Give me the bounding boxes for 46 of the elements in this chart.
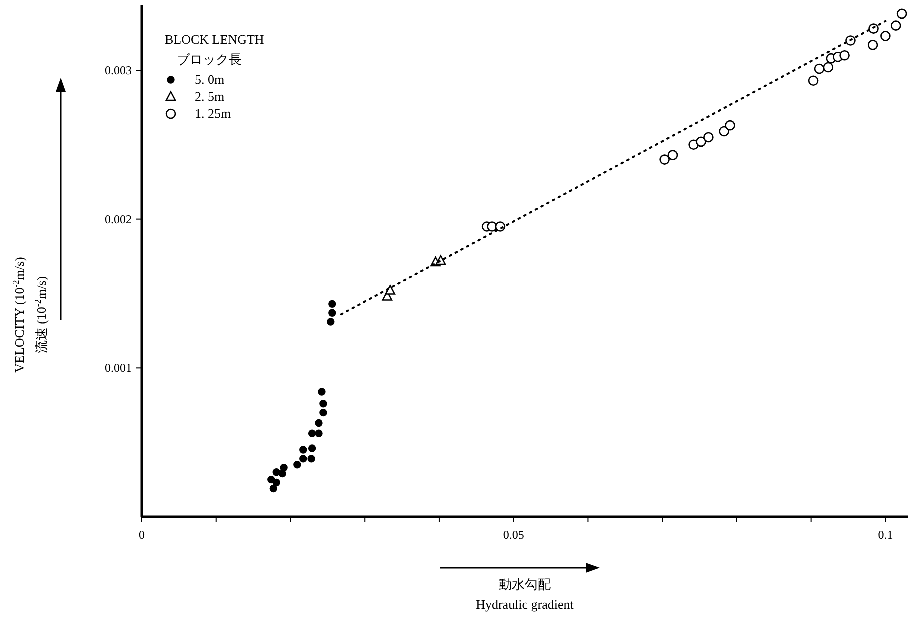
x-tick-label: 0.1 — [878, 528, 894, 542]
point — [320, 400, 328, 408]
y-tick-label: 0.002 — [105, 212, 132, 226]
x-tick-label: 0.05 — [503, 528, 524, 542]
point — [725, 120, 736, 131]
point — [270, 484, 278, 493]
point — [868, 40, 878, 50]
point — [308, 430, 316, 438]
x-axis-title: 動水勾配 Hydraulic gradient — [476, 577, 574, 612]
point — [300, 446, 308, 454]
point — [318, 388, 326, 396]
point — [308, 455, 316, 463]
point — [315, 419, 323, 428]
y-tick-label: 0.001 — [105, 361, 132, 376]
legend-label: 2. 5m — [195, 89, 225, 104]
point — [280, 464, 288, 472]
point — [814, 64, 825, 74]
point — [704, 132, 714, 143]
point — [896, 8, 908, 20]
point — [385, 285, 396, 295]
point — [294, 461, 302, 469]
point — [719, 126, 730, 137]
legend-label: 1. 25m — [195, 106, 232, 121]
point — [327, 318, 335, 326]
point — [808, 76, 819, 86]
point — [660, 154, 670, 165]
point — [272, 478, 280, 487]
point — [328, 300, 336, 308]
point — [278, 470, 286, 478]
legend-label: 5. 0m — [195, 72, 225, 87]
point — [315, 430, 323, 438]
point — [668, 150, 678, 160]
legend-title: BLOCK LENGTH ブロック長 — [165, 32, 264, 67]
point — [328, 309, 336, 317]
y-tick-label: 0.003 — [105, 63, 132, 78]
point — [840, 50, 850, 61]
point — [320, 408, 328, 417]
point — [890, 20, 902, 31]
point — [696, 136, 706, 148]
point — [300, 455, 308, 463]
x-tick-label: 0 — [139, 528, 145, 542]
point — [308, 444, 316, 452]
point — [880, 31, 891, 42]
point — [823, 62, 834, 73]
point — [272, 468, 280, 476]
point — [268, 476, 276, 484]
